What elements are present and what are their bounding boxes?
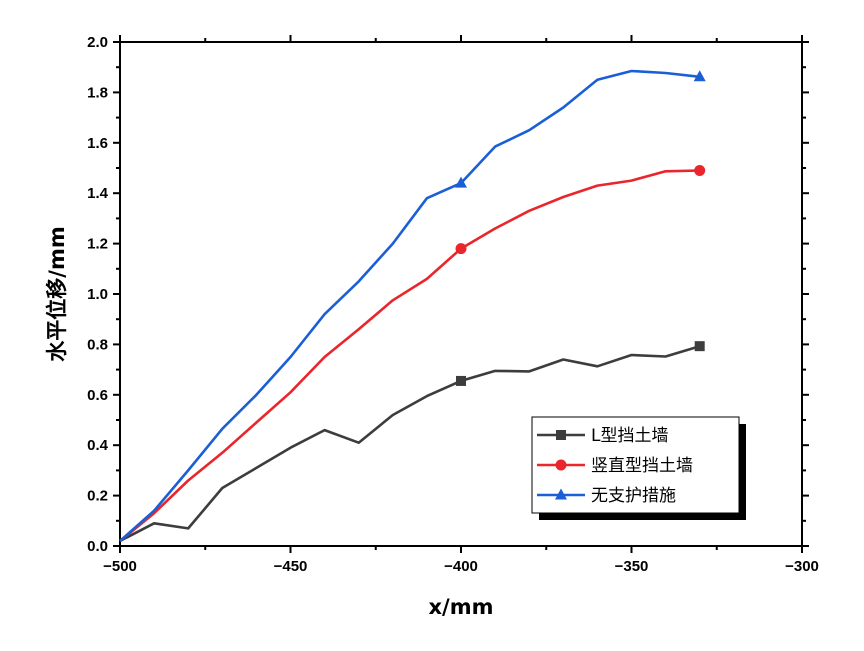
- series-line: [119, 344, 701, 543]
- y-tick-label: 0.2: [87, 488, 108, 505]
- y-tick-label: 2.0: [87, 34, 108, 51]
- series-line: [119, 169, 700, 543]
- y-axis-title: 水平位移/mm: [45, 226, 69, 361]
- y-tick-label: 0.4: [87, 437, 109, 454]
- series-3: [119, 69, 706, 542]
- series-1: [119, 341, 705, 543]
- y-tick-label: 1.0: [87, 286, 108, 303]
- y-tick-label: 1.8: [87, 84, 108, 101]
- legend-label: 竖直型挡土墙: [591, 456, 693, 476]
- y-tick-label: 1.6: [87, 135, 108, 152]
- series-2: [119, 165, 706, 543]
- series-marker: [456, 375, 466, 386]
- series-group: [119, 69, 706, 543]
- y-tick-label: 0.6: [87, 387, 108, 404]
- legend-label: 无支护措施: [591, 486, 676, 506]
- series-marker: [693, 70, 706, 82]
- legend-marker: [555, 459, 567, 471]
- y-tick-label: 0.0: [87, 538, 108, 555]
- x-tick-label: −450: [274, 558, 308, 575]
- legend-marker: [556, 430, 566, 440]
- series-marker: [455, 243, 467, 255]
- series-marker: [455, 176, 467, 188]
- x-tick-label: −300: [785, 558, 819, 575]
- series-marker: [694, 165, 706, 177]
- axis-ticks: −500 −450 −400 −350 −300 0.0 0.2 0.4 0.6 0.8 1.0 1.…: [87, 34, 819, 575]
- x-tick-label: −400: [444, 558, 478, 575]
- series-line: [119, 69, 700, 542]
- series-marker: [694, 341, 705, 352]
- x-axis-title: x/mm: [429, 595, 494, 619]
- legend-marker: [555, 488, 567, 500]
- x-tick-label: −500: [103, 558, 137, 575]
- x-tick-label: −350: [615, 558, 649, 575]
- y-tick-label: 1.4: [87, 185, 109, 202]
- legend-label: L型挡土墙: [591, 426, 668, 446]
- y-tick-label: 1.2: [87, 236, 108, 253]
- y-tick-label: 0.8: [87, 336, 108, 353]
